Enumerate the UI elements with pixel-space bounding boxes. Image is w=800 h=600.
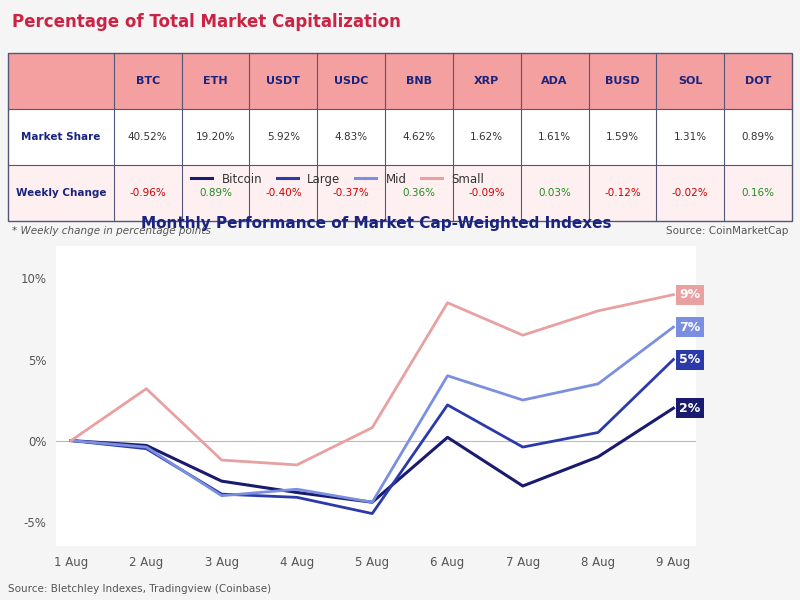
Small bbox=[292, 461, 302, 469]
Text: Percentage of Total Market Capitalization: Percentage of Total Market Capitalizatio… bbox=[12, 13, 401, 31]
Text: Source: Bletchley Indexes, Tradingview (Coinbase): Source: Bletchley Indexes, Tradingview (… bbox=[8, 584, 271, 594]
Bitcoin bbox=[367, 499, 377, 506]
Text: 5.92%: 5.92% bbox=[267, 132, 300, 142]
Bar bbox=[8, 53, 792, 221]
Mid bbox=[594, 380, 603, 388]
Text: * Weekly change in percentage points: * Weekly change in percentage points bbox=[12, 226, 210, 236]
Mid bbox=[442, 372, 452, 379]
Text: Market Share: Market Share bbox=[22, 132, 101, 142]
Large bbox=[518, 443, 528, 451]
Text: 19.20%: 19.20% bbox=[196, 132, 235, 142]
Text: BTC: BTC bbox=[136, 76, 160, 86]
Small bbox=[367, 424, 377, 431]
Text: USDT: USDT bbox=[266, 76, 300, 86]
Bitcoin bbox=[66, 437, 76, 444]
Mid bbox=[217, 492, 226, 499]
Text: -0.09%: -0.09% bbox=[469, 188, 505, 198]
Text: 9%: 9% bbox=[679, 288, 701, 301]
Text: 0.36%: 0.36% bbox=[402, 188, 435, 198]
Mid bbox=[66, 437, 76, 444]
Text: 7%: 7% bbox=[679, 320, 701, 334]
Line: Bitcoin: Bitcoin bbox=[71, 408, 674, 502]
Text: 2%: 2% bbox=[679, 401, 701, 415]
Small bbox=[142, 385, 151, 392]
Mid bbox=[669, 323, 678, 331]
Text: 0.89%: 0.89% bbox=[199, 188, 232, 198]
Bitcoin bbox=[442, 434, 452, 441]
Text: -0.02%: -0.02% bbox=[672, 188, 709, 198]
Text: -0.12%: -0.12% bbox=[604, 188, 641, 198]
Small bbox=[66, 437, 76, 444]
Large bbox=[142, 445, 151, 452]
Small bbox=[594, 307, 603, 314]
Text: BNB: BNB bbox=[406, 76, 432, 86]
Large bbox=[669, 356, 678, 363]
Large bbox=[292, 494, 302, 501]
Text: 4.62%: 4.62% bbox=[402, 132, 435, 142]
Small bbox=[442, 299, 452, 307]
Text: 0.89%: 0.89% bbox=[742, 132, 774, 142]
Line: Large: Large bbox=[71, 359, 674, 514]
Bar bbox=[8, 165, 792, 221]
Text: -0.96%: -0.96% bbox=[130, 188, 166, 198]
Line: Small: Small bbox=[71, 295, 674, 465]
Text: Source: CoinMarketCap: Source: CoinMarketCap bbox=[666, 226, 788, 236]
Text: 1.59%: 1.59% bbox=[606, 132, 639, 142]
Text: -0.40%: -0.40% bbox=[265, 188, 302, 198]
Text: 1.31%: 1.31% bbox=[674, 132, 707, 142]
Text: Weekly Change: Weekly Change bbox=[16, 188, 106, 198]
Text: ETH: ETH bbox=[203, 76, 228, 86]
Large bbox=[367, 510, 377, 517]
Text: XRP: XRP bbox=[474, 76, 499, 86]
Bitcoin bbox=[594, 453, 603, 460]
Large bbox=[594, 429, 603, 436]
Text: USDC: USDC bbox=[334, 76, 368, 86]
Text: BUSD: BUSD bbox=[605, 76, 640, 86]
Text: 0.03%: 0.03% bbox=[538, 188, 571, 198]
Bitcoin bbox=[518, 482, 528, 490]
Small bbox=[669, 291, 678, 298]
Text: 1.62%: 1.62% bbox=[470, 132, 503, 142]
Text: ADA: ADA bbox=[542, 76, 568, 86]
Large bbox=[442, 401, 452, 409]
Bitcoin bbox=[669, 404, 678, 412]
Text: DOT: DOT bbox=[745, 76, 771, 86]
Mid bbox=[142, 443, 151, 451]
Text: 4.83%: 4.83% bbox=[334, 132, 368, 142]
Text: 1.61%: 1.61% bbox=[538, 132, 571, 142]
Line: Mid: Mid bbox=[71, 327, 674, 502]
Text: 5%: 5% bbox=[679, 353, 701, 366]
Bar bbox=[8, 109, 792, 165]
Legend: Bitcoin, Large, Mid, Small: Bitcoin, Large, Mid, Small bbox=[186, 168, 489, 190]
Text: 40.52%: 40.52% bbox=[128, 132, 167, 142]
Mid bbox=[292, 485, 302, 493]
Text: 0.16%: 0.16% bbox=[742, 188, 774, 198]
Large bbox=[217, 491, 226, 498]
Text: -0.37%: -0.37% bbox=[333, 188, 370, 198]
Small bbox=[217, 457, 226, 464]
Text: Monthly Performance of Market Cap-Weighted Indexes: Monthly Performance of Market Cap-Weight… bbox=[141, 216, 611, 231]
Bar bbox=[8, 53, 792, 109]
Text: SOL: SOL bbox=[678, 76, 702, 86]
Bitcoin bbox=[142, 442, 151, 449]
Mid bbox=[367, 499, 377, 506]
Small bbox=[518, 332, 528, 339]
Bitcoin bbox=[217, 478, 226, 485]
Bitcoin bbox=[292, 489, 302, 496]
Large bbox=[66, 437, 76, 444]
Mid bbox=[518, 397, 528, 404]
